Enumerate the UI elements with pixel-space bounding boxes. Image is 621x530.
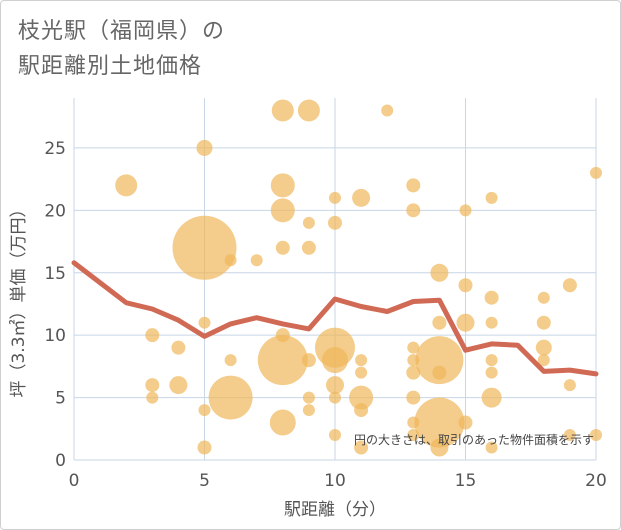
- bubble-point: [250, 254, 263, 267]
- bubble-point: [432, 315, 447, 330]
- bubble-point: [115, 174, 138, 197]
- x-tick-label: 15: [455, 471, 477, 491]
- bubble-point: [169, 376, 188, 395]
- bubble-point: [381, 104, 394, 117]
- bubble-point: [322, 347, 348, 374]
- bubble-point: [302, 404, 315, 417]
- y-tick-label: 15: [44, 264, 66, 284]
- bubble-point: [198, 404, 211, 417]
- bubble-point: [301, 240, 316, 255]
- bubble-point: [536, 315, 551, 330]
- y-tick-label: 20: [44, 201, 66, 221]
- x-tick-label: 0: [69, 471, 80, 491]
- x-tick-label: 5: [199, 471, 210, 491]
- bubble-point: [302, 391, 315, 404]
- bubble-series: [115, 99, 602, 457]
- bubble-point: [485, 441, 498, 454]
- bubble-point: [224, 354, 237, 367]
- bubble-point: [329, 191, 341, 204]
- x-tick-label: 20: [585, 471, 607, 491]
- bubble-point: [275, 240, 290, 255]
- bubble-point: [271, 99, 294, 122]
- bubble-point: [197, 440, 212, 455]
- bubble-point: [563, 379, 576, 392]
- bubble-point: [329, 391, 341, 404]
- bubble-point: [484, 290, 499, 305]
- bubble-point: [301, 353, 316, 368]
- bubble-point: [458, 278, 473, 293]
- bubble-point: [407, 341, 420, 354]
- bubble-point: [172, 215, 237, 280]
- bubble-point: [414, 397, 465, 448]
- bubble-point: [459, 204, 472, 217]
- bubble-point: [562, 278, 577, 293]
- bubble-point: [415, 336, 464, 385]
- bubble-point: [352, 188, 371, 207]
- bubble-point: [171, 340, 186, 355]
- bubble-point: [269, 409, 296, 436]
- y-tick-labels: 0 5 10 15 20 25: [44, 139, 66, 471]
- size-note: 円の大きさは、取引のあった物件面積を示す: [354, 432, 594, 447]
- title-line-2: 駅距離別土地価格: [18, 54, 203, 79]
- x-tick-label: 10: [324, 471, 346, 491]
- bubble-point: [406, 390, 421, 405]
- bubble-point: [270, 198, 295, 223]
- bubble-point: [406, 365, 421, 380]
- bubble-point: [329, 429, 341, 442]
- bubble-point: [590, 166, 602, 179]
- bubble-point: [326, 376, 344, 395]
- bubble-point: [349, 385, 374, 410]
- bubble-point: [270, 173, 295, 198]
- grid-lines: [73, 98, 597, 461]
- title-line-1: 枝光駅（福岡県）の: [18, 19, 226, 44]
- bubble-point: [430, 263, 449, 282]
- bubble-point: [224, 254, 237, 267]
- bubble-point: [354, 403, 369, 418]
- bubble-point: [198, 316, 211, 329]
- bubble-point: [563, 429, 576, 442]
- bubble-point: [485, 366, 498, 379]
- bubble-point: [481, 387, 502, 408]
- bubble-point: [355, 354, 368, 367]
- bubble-point: [456, 313, 475, 332]
- bubble-point: [302, 216, 315, 229]
- bubble-point: [458, 415, 473, 430]
- bubble-point: [355, 366, 368, 379]
- bubble-point: [535, 339, 552, 356]
- bubble-point: [590, 429, 602, 442]
- y-tick-label: 5: [55, 389, 66, 409]
- bubble-point: [145, 328, 160, 343]
- bubble-point: [485, 191, 498, 204]
- bubble-point: [354, 440, 369, 455]
- bubble-point: [196, 139, 213, 156]
- bubble-point: [145, 378, 160, 393]
- bubble-point: [328, 215, 342, 230]
- x-tick-labels: 0 5 10 15 20: [69, 471, 607, 491]
- chart-title: 枝光駅（福岡県）の 駅距離別土地価格: [18, 14, 225, 84]
- bubble-point: [297, 99, 320, 122]
- bubble-point: [537, 354, 550, 367]
- trend-line: [71, 260, 599, 377]
- bubble-point: [430, 438, 449, 457]
- y-axis-title: 坪（3.3㎡）単価（万円）: [9, 200, 29, 397]
- bubble-point: [406, 203, 421, 218]
- bubble-point: [146, 391, 159, 404]
- bubble-point: [406, 178, 421, 193]
- bubble-point: [485, 316, 498, 329]
- x-axis-title: 駅距離（分）: [284, 500, 386, 520]
- bubble-point: [537, 291, 550, 304]
- bubble-point: [485, 354, 498, 367]
- y-tick-label: 10: [44, 326, 66, 346]
- y-tick-label: 0: [55, 451, 66, 471]
- y-tick-label: 25: [44, 139, 66, 159]
- bubble-point: [208, 375, 253, 420]
- bubble-point: [432, 365, 447, 380]
- bubble-point: [257, 335, 308, 386]
